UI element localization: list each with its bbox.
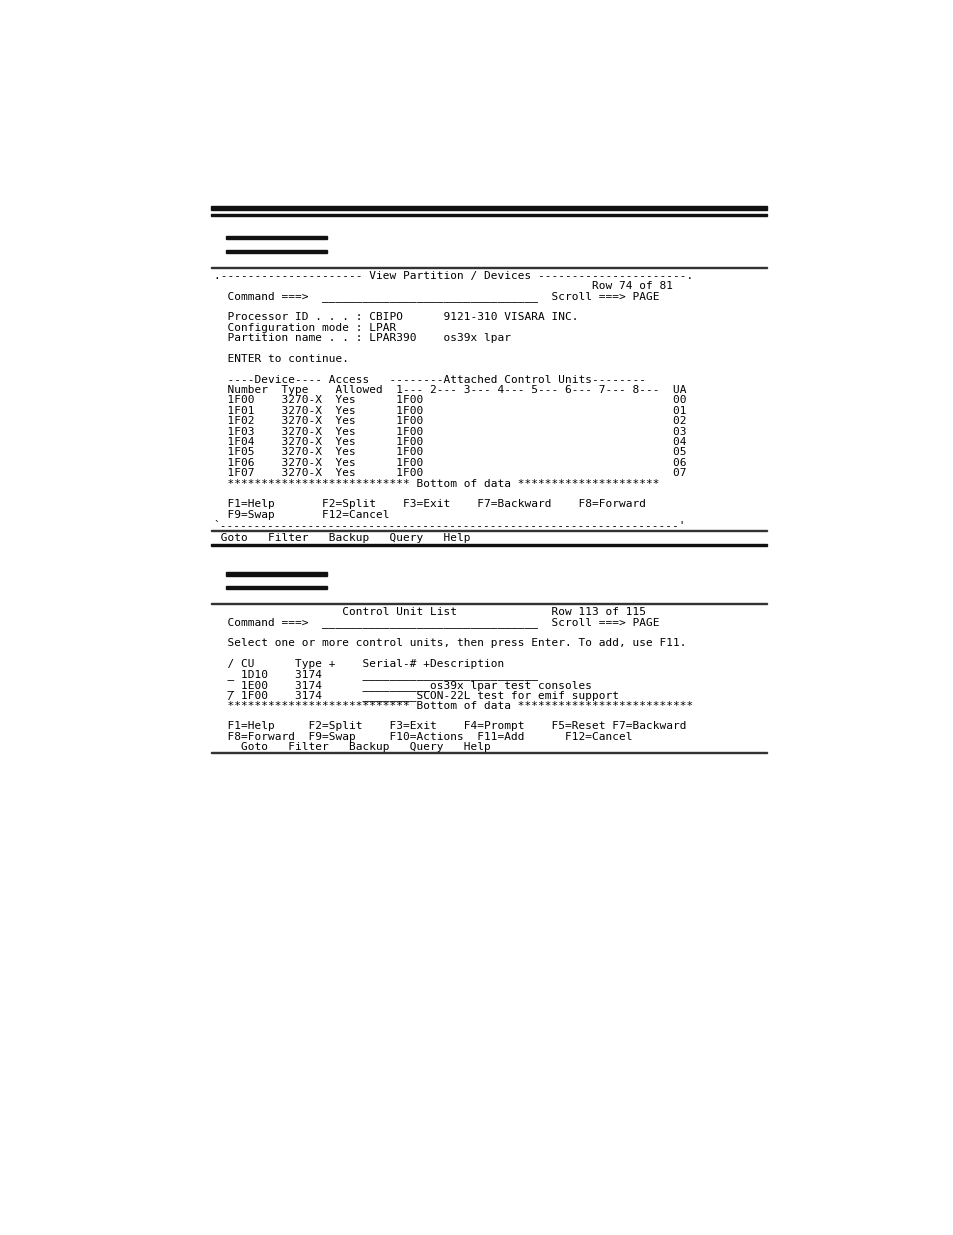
Text: 1F07    3270-X  Yes      1F00                                     07: 1F07 3270-X Yes 1F00 07 — [213, 468, 685, 478]
Text: F1=Help     F2=Split    F3=Exit    F4=Prompt    F5=Reset F7=Backward: F1=Help F2=Split F3=Exit F4=Prompt F5=Re… — [213, 721, 685, 731]
Text: 1F05    3270-X  Yes      1F00                                     05: 1F05 3270-X Yes 1F00 05 — [213, 447, 685, 457]
Text: F1=Help       F2=Split    F3=Exit    F7=Backward    F8=Forward: F1=Help F2=Split F3=Exit F7=Backward F8=… — [213, 499, 645, 509]
Text: `--------------------------------------------------------------------': `---------------------------------------… — [213, 520, 685, 530]
Text: 1F04    3270-X  Yes      1F00                                     04: 1F04 3270-X Yes 1F00 04 — [213, 437, 685, 447]
Text: 1F00    3270-X  Yes      1F00                                     00: 1F00 3270-X Yes 1F00 00 — [213, 395, 685, 405]
Bar — [211, 206, 766, 210]
Text: Command ===>  ________________________________  Scroll ===> PAGE: Command ===> ___________________________… — [213, 618, 659, 629]
Text: *************************** Bottom of data *********************: *************************** Bottom of da… — [213, 478, 659, 489]
Text: 1F01    3270-X  Yes      1F00                                     01: 1F01 3270-X Yes 1F00 01 — [213, 406, 685, 416]
Bar — [226, 236, 327, 240]
Bar — [226, 249, 327, 253]
Text: Row 74 of 81: Row 74 of 81 — [213, 282, 672, 291]
Text: Configuration mode : LPAR: Configuration mode : LPAR — [213, 322, 395, 332]
Bar — [211, 543, 766, 546]
Text: Goto   Filter   Backup   Query   Help: Goto Filter Backup Query Help — [213, 742, 490, 752]
Bar — [226, 587, 327, 589]
Text: 1F02    3270-X  Yes      1F00                                     02: 1F02 3270-X Yes 1F00 02 — [213, 416, 685, 426]
Bar — [226, 573, 327, 576]
Text: _ 1E00    3174      __________os39x lpar test consoles: _ 1E00 3174 __________os39x lpar test co… — [213, 680, 591, 690]
Bar — [211, 214, 766, 216]
Text: F9=Swap       F12=Cancel: F9=Swap F12=Cancel — [213, 510, 389, 520]
Text: Control Unit List              Row 113 of 115: Control Unit List Row 113 of 115 — [213, 608, 645, 618]
Text: 1F03    3270-X  Yes      1F00                                     03: 1F03 3270-X Yes 1F00 03 — [213, 426, 685, 436]
Text: Command ===>  ________________________________  Scroll ===> PAGE: Command ===> ___________________________… — [213, 291, 659, 303]
Text: *************************** Bottom of data **************************: *************************** Bottom of da… — [213, 700, 692, 710]
Text: / 1F00    3174      ________SCON-22L test for emif support: / 1F00 3174 ________SCON-22L test for em… — [213, 690, 618, 701]
Text: Goto   Filter   Backup   Query   Help: Goto Filter Backup Query Help — [213, 532, 470, 543]
Text: Number  Type    Allowed  1--- 2--- 3--- 4--- 5--- 6--- 7--- 8---  UA: Number Type Allowed 1--- 2--- 3--- 4--- … — [213, 385, 685, 395]
Text: Partition name . . : LPAR390    os39x lpar: Partition name . . : LPAR390 os39x lpar — [213, 333, 510, 343]
Text: ENTER to continue.: ENTER to continue. — [213, 353, 349, 364]
Text: ----Device---- Access   --------Attached Control Units--------: ----Device---- Access --------Attached C… — [213, 374, 645, 384]
Text: .--------------------- View Partition / Devices ----------------------.: .--------------------- View Partition / … — [213, 270, 692, 280]
Text: / CU      Type +    Serial-# +Description: / CU Type + Serial-# +Description — [213, 659, 503, 669]
Text: Select one or more control units, then press Enter. To add, use F11.: Select one or more control units, then p… — [213, 638, 685, 648]
Text: 1F06    3270-X  Yes      1F00                                     06: 1F06 3270-X Yes 1F00 06 — [213, 458, 685, 468]
Text: Processor ID . . . : CBIPO      9121-310 VISARA INC.: Processor ID . . . : CBIPO 9121-310 VISA… — [213, 312, 578, 322]
Text: F8=Forward  F9=Swap     F10=Actions  F11=Add      F12=Cancel: F8=Forward F9=Swap F10=Actions F11=Add F… — [213, 732, 632, 742]
Text: _ 1D10    3174      __________________________: _ 1D10 3174 __________________________ — [213, 669, 537, 680]
